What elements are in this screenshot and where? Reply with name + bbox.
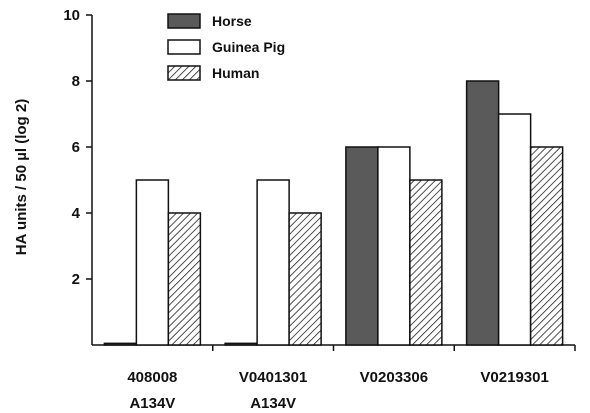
x-tick-label: V0203306 xyxy=(360,369,428,386)
y-tick-label: 8 xyxy=(72,73,80,90)
legend-swatch xyxy=(167,65,201,81)
bar-horse xyxy=(345,146,379,346)
bar-guinea-pig xyxy=(497,113,532,346)
x-tick-label: 408008 xyxy=(127,369,177,386)
bar-human xyxy=(288,212,322,346)
bar-horse xyxy=(465,80,500,346)
bar-horse xyxy=(103,342,138,346)
bar-guinea-pig xyxy=(377,146,411,346)
legend-swatch xyxy=(167,13,201,29)
bar-human xyxy=(409,179,443,346)
x-tick-label: V0401301 xyxy=(239,369,307,386)
x-tick-labels: 408008 A134V V0401301 A134V V0203306 V0219301 xyxy=(127,369,548,412)
bar-guinea-pig xyxy=(256,179,290,346)
legend-swatch xyxy=(167,39,201,55)
x-tick-label-line2: A134V xyxy=(250,395,296,412)
legend: Horse Guinea Pig Human xyxy=(167,13,285,81)
bars-group xyxy=(103,80,564,346)
bar-human xyxy=(529,146,564,346)
legend-label: Human xyxy=(212,65,259,81)
y-axis-label: HA units / 50 µl (log 2) xyxy=(13,99,30,255)
x-tick-label: V0219301 xyxy=(480,369,548,386)
y-tick-label: 4 xyxy=(72,205,81,222)
y-tick-label: 6 xyxy=(72,139,80,156)
x-tick-label-line2: A134V xyxy=(129,395,175,412)
bar-guinea-pig xyxy=(135,179,170,346)
y-tick-label: 2 xyxy=(72,271,80,288)
legend-label: Guinea Pig xyxy=(212,39,285,55)
y-tick-label: 10 xyxy=(63,7,80,24)
bar-human xyxy=(167,212,202,346)
bar-horse xyxy=(224,342,258,346)
legend-label: Horse xyxy=(212,13,252,29)
